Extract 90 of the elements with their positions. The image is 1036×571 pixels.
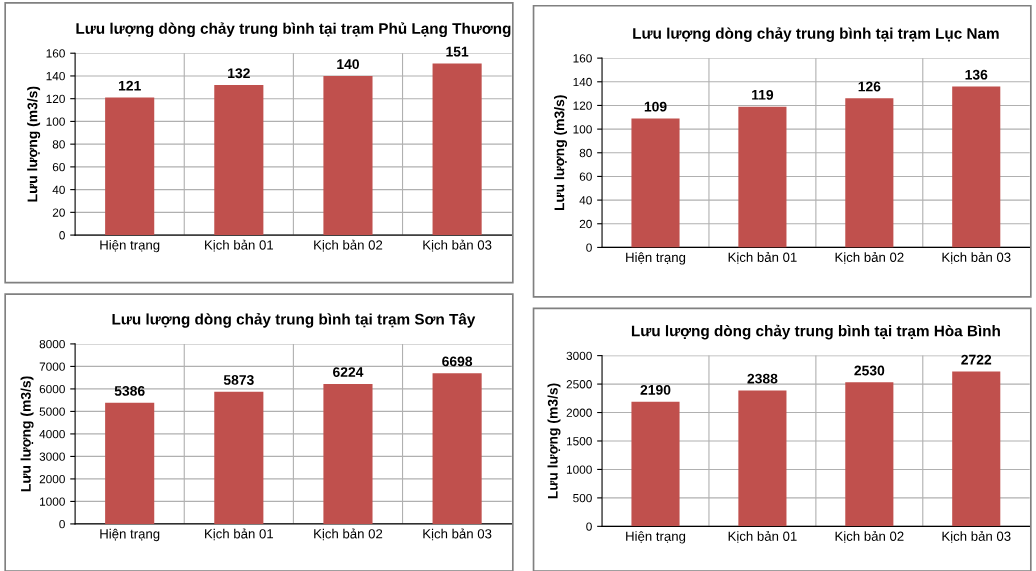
y-tick-label: 80 bbox=[579, 148, 592, 158]
bar bbox=[738, 106, 787, 248]
bar bbox=[432, 373, 482, 524]
x-tick-label: Kịch bản 01 bbox=[205, 239, 274, 252]
bar bbox=[845, 382, 894, 527]
data-label: 6698 bbox=[442, 356, 473, 367]
bar bbox=[214, 391, 264, 524]
bar bbox=[631, 401, 680, 527]
x-tick-label: Kịch bản 03 bbox=[942, 252, 1011, 264]
x-tick-label: Kịch bản 03 bbox=[942, 530, 1011, 543]
y-tick-label: 6000 bbox=[39, 384, 65, 394]
y-tick-label: 3000 bbox=[566, 351, 592, 361]
x-tick-label: Kịch bản 01 bbox=[728, 530, 797, 543]
data-label: 121 bbox=[118, 80, 141, 91]
data-label: 5386 bbox=[114, 385, 145, 396]
y-tick-label: 2500 bbox=[566, 380, 592, 389]
y-tick-label: 2000 bbox=[566, 408, 592, 417]
bar bbox=[845, 98, 894, 248]
x-tick-label: Kịch bản 02 bbox=[314, 528, 383, 541]
bar bbox=[323, 383, 373, 524]
bar bbox=[738, 390, 787, 527]
y-tick-label: 60 bbox=[52, 162, 65, 172]
x-tick-label: Kịch bản 01 bbox=[728, 252, 797, 264]
y-tick-label: 0 bbox=[59, 519, 65, 529]
y-tick-label: 8000 bbox=[39, 339, 65, 349]
bar bbox=[952, 371, 1001, 527]
y-tick-label: 4000 bbox=[39, 429, 65, 439]
bar bbox=[105, 97, 155, 236]
x-tick-label: Hiện trạng bbox=[100, 239, 160, 253]
bar bbox=[105, 402, 155, 524]
x-tick-label: Kịch bản 03 bbox=[423, 528, 492, 541]
data-label: 126 bbox=[858, 81, 881, 92]
y-tick-label: 140 bbox=[573, 77, 592, 87]
y-axis-title: Lưu lượng (m3/s) bbox=[547, 383, 561, 499]
y-tick-label: 500 bbox=[573, 493, 592, 503]
y-tick-label: 160 bbox=[46, 49, 65, 58]
y-tick-label: 40 bbox=[579, 196, 592, 205]
y-tick-label: 160 bbox=[573, 54, 592, 63]
data-label: 132 bbox=[228, 68, 250, 79]
y-tick-label: 140 bbox=[46, 71, 65, 81]
y-tick-label: 0 bbox=[586, 522, 592, 531]
bar bbox=[214, 85, 264, 236]
x-tick-label: Hiện trạng bbox=[626, 252, 686, 265]
data-label: 136 bbox=[965, 69, 988, 80]
y-tick-label: 1000 bbox=[40, 497, 65, 506]
y-tick-label: 120 bbox=[573, 101, 592, 110]
y-tick-label: 80 bbox=[52, 140, 65, 149]
y-tick-label: 120 bbox=[46, 94, 65, 104]
data-label: 140 bbox=[337, 59, 359, 70]
bar bbox=[432, 63, 482, 236]
y-tick-label: 5000 bbox=[39, 407, 65, 416]
y-axis-title: Lưu lượng (m3/s) bbox=[20, 376, 34, 492]
y-tick-label: 60 bbox=[579, 172, 592, 181]
bar bbox=[631, 118, 680, 248]
chart-title: Lưu lượng dòng chảy trung bình tại trạm Hòa Bình bbox=[631, 324, 1000, 340]
y-axis-title: Lưu lượng (m3/s) bbox=[27, 86, 41, 202]
y-tick-label: 20 bbox=[579, 219, 592, 229]
y-tick-label: 0 bbox=[59, 231, 65, 240]
x-tick-label: Kịch bản 03 bbox=[423, 239, 492, 252]
x-tick-label: Kịch bản 02 bbox=[835, 530, 904, 543]
y-tick-label: 100 bbox=[573, 125, 592, 134]
y-tick-label: 3000 bbox=[39, 452, 65, 461]
x-tick-label: Hiện trạng bbox=[100, 528, 160, 542]
y-tick-label: 100 bbox=[46, 117, 65, 126]
bar bbox=[323, 75, 373, 236]
y-tick-label: 40 bbox=[52, 185, 65, 195]
x-tick-label: Kịch bản 02 bbox=[314, 239, 383, 252]
data-label: 5873 bbox=[223, 375, 254, 385]
y-tick-label: 1000 bbox=[566, 465, 592, 474]
data-label: 6224 bbox=[333, 367, 364, 377]
chart-title: Lưu lượng dòng chảy trung bình tại trạm Sơn Tây bbox=[112, 313, 476, 328]
chart-title: Lưu lượng dòng chảy trung bình tại trạm Lục Nam bbox=[633, 27, 999, 42]
y-tick-label: 7000 bbox=[39, 362, 65, 371]
y-tick-label: 1500 bbox=[566, 437, 592, 446]
y-tick-label: 0 bbox=[586, 243, 592, 252]
x-tick-label: Hiện trạng bbox=[626, 531, 686, 544]
x-tick-label: Kịch bản 02 bbox=[835, 252, 904, 264]
data-label: 151 bbox=[446, 46, 469, 57]
data-label: 119 bbox=[752, 89, 774, 100]
chart-title: Lưu lượng dòng chảy trung bình tại trạm Phủ Lạng Thương bbox=[76, 22, 511, 38]
y-tick-label: 20 bbox=[52, 208, 65, 217]
data-label: 2530 bbox=[854, 365, 885, 376]
data-label: 2388 bbox=[747, 373, 778, 384]
x-tick-label: Kịch bản 01 bbox=[205, 528, 274, 541]
bar bbox=[952, 86, 1001, 248]
data-label: 109 bbox=[644, 101, 667, 112]
y-tick-label: 2000 bbox=[39, 474, 65, 484]
y-axis-title: Lưu lượng (m3/s) bbox=[554, 95, 568, 211]
data-label: 2722 bbox=[961, 354, 992, 365]
data-label: 2190 bbox=[640, 384, 671, 395]
